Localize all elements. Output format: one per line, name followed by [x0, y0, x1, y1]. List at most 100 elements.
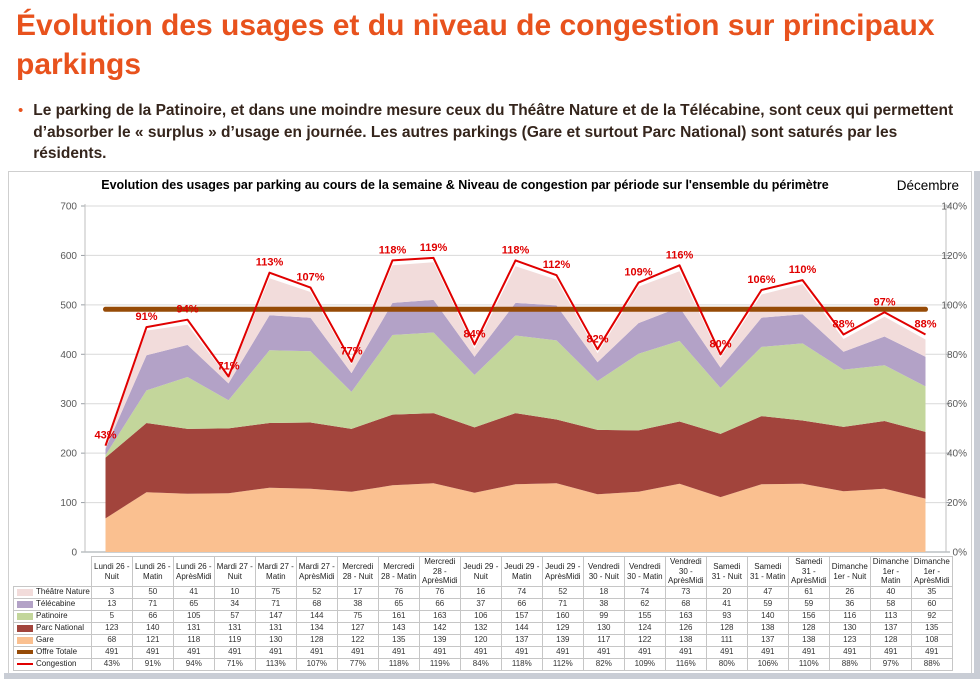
table-row: Gare 68 121 118 119 130 128 122 135 139 120 137 139 1…	[13, 634, 953, 647]
table-cell: 119%	[418, 658, 461, 671]
table-cell: 13	[90, 598, 133, 611]
table-cell: 110%	[787, 658, 830, 671]
legend-swatch	[17, 650, 33, 655]
table-cell: 16	[459, 586, 502, 599]
left-axis-tick: 100	[60, 498, 77, 509]
table-cell: 491	[336, 646, 379, 659]
table-cell: 491	[377, 646, 420, 659]
legend-cell: Parc National	[13, 622, 92, 635]
congestion-label: 107%	[296, 272, 324, 284]
table-cell: 121	[131, 634, 174, 647]
table-cell: 58	[869, 598, 912, 611]
table-cell: 116	[828, 610, 871, 623]
table-cell: 26	[828, 586, 871, 599]
table-cell: 61	[787, 586, 830, 599]
column-header: Mardi 27 - AprèsMidi	[295, 556, 338, 587]
table-cell: 163	[418, 610, 461, 623]
left-axis-tick: 300	[60, 399, 77, 410]
table-cell: 139	[418, 634, 461, 647]
column-header: Samedi 31 - Nuit	[705, 556, 748, 587]
table-cell: 76	[418, 586, 461, 599]
table-cell: 491	[910, 646, 953, 659]
table-cell: 122	[623, 634, 666, 647]
column-header: Dimanche 1er - Nuit	[828, 556, 871, 587]
table-cell: 5	[90, 610, 133, 623]
table-cell: 106	[459, 610, 502, 623]
table-cell: 47	[746, 586, 789, 599]
table-cell: 82%	[582, 658, 625, 671]
table-row: Télécabine 13 71 65 34 71 68 38 65 66 37 66 71 38 62 68…	[13, 598, 953, 611]
table-cell: 491	[787, 646, 830, 659]
table-cell: 77%	[336, 658, 379, 671]
table-cell: 491	[459, 646, 502, 659]
column-header: Samedi 31 - AprèsMidi	[787, 556, 830, 587]
table-cell: 491	[705, 646, 748, 659]
congestion-label: 97%	[873, 296, 895, 308]
table-cell: 491	[172, 646, 215, 659]
left-axis-tick: 600	[60, 251, 77, 262]
congestion-label: 106%	[747, 274, 775, 286]
table-cell: 491	[623, 646, 666, 659]
window-edge-vertical	[974, 171, 980, 673]
table-cell: 99	[582, 610, 625, 623]
table-cell: 130	[828, 622, 871, 635]
congestion-label: 43%	[94, 430, 116, 442]
table-row: Théâtre Nature 3 50 41 10 75 52 17 76 76 16 74 52 18 7…	[13, 586, 953, 599]
column-header: Lundi 26 - AprèsMidi	[172, 556, 215, 587]
table-cell: 105	[172, 610, 215, 623]
congestion-label: 77%	[340, 346, 362, 358]
right-axis-tick: 120%	[941, 251, 967, 262]
table-cell: 75	[254, 586, 297, 599]
congestion-label: 94%	[176, 304, 198, 316]
table-cell: 156	[787, 610, 830, 623]
table-cell: 128	[295, 634, 338, 647]
table-cell: 491	[213, 646, 256, 659]
column-header: Lundi 26 - Matin	[131, 556, 174, 587]
table-cell: 120	[459, 634, 502, 647]
table-cell: 3	[90, 586, 133, 599]
congestion-label: 80%	[709, 338, 731, 350]
column-header: Lundi 26 - Nuit	[90, 556, 133, 587]
table-cell: 74	[500, 586, 543, 599]
table-cell: 74	[623, 586, 666, 599]
table-cell: 491	[131, 646, 174, 659]
table-cell: 71%	[213, 658, 256, 671]
table-cell: 491	[500, 646, 543, 659]
congestion-label: 110%	[789, 264, 817, 276]
congestion-line	[104, 256, 926, 447]
table-cell: 80%	[705, 658, 748, 671]
table-cell: 40	[869, 586, 912, 599]
table-cell: 124	[623, 622, 666, 635]
table-cell: 135	[910, 622, 953, 635]
table-cell: 50	[131, 586, 174, 599]
area-Parc National	[105, 413, 926, 519]
table-cell: 10	[213, 586, 256, 599]
congestion-label: 118%	[379, 244, 407, 256]
table-cell: 36	[828, 598, 871, 611]
table-cell: 88%	[828, 658, 871, 671]
table-cell: 66	[500, 598, 543, 611]
legend-label: Parc National	[36, 623, 85, 633]
column-header: Mercredi 28 - AprèsMidi	[418, 556, 461, 587]
left-axis-tick: 400	[60, 350, 77, 361]
column-header: Mercredi 28 - Matin	[377, 556, 420, 587]
table-cell: 59	[787, 598, 830, 611]
table-cell: 491	[664, 646, 707, 659]
table-cell: 18	[582, 586, 625, 599]
table-cell: 131	[254, 622, 297, 635]
right-axis-tick: 60%	[947, 399, 967, 410]
bullet-item: • Le parking de la Patinoire, et dans un…	[18, 100, 956, 165]
table-cell: 20	[705, 586, 748, 599]
table-cell: 66	[131, 610, 174, 623]
stacked-areas	[105, 262, 926, 552]
table-cell: 62	[623, 598, 666, 611]
table-cell: 123	[90, 622, 133, 635]
legend-swatch	[17, 636, 33, 644]
table-cell: 132	[459, 622, 502, 635]
table-cell: 92	[910, 610, 953, 623]
window-edge-horizontal	[4, 673, 980, 679]
column-header: Vendredi 30 - Nuit	[582, 556, 625, 587]
table-cell: 144	[295, 610, 338, 623]
table-cell: 35	[910, 586, 953, 599]
